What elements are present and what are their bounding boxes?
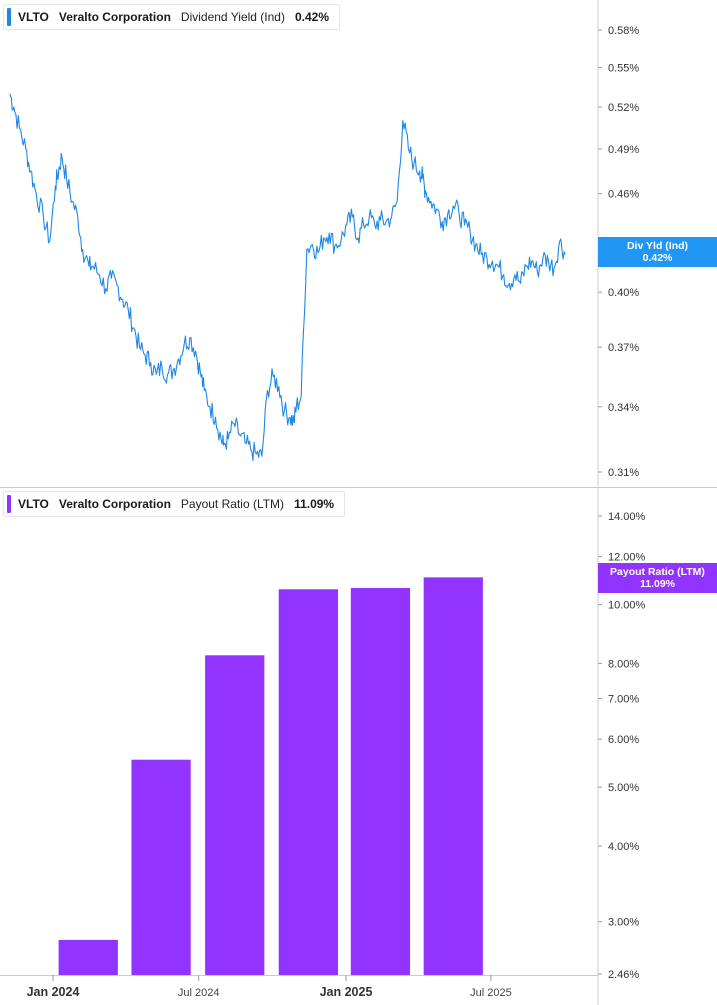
tag-label: Div Yld (Ind) [626,240,689,252]
series-color-marker [7,495,11,513]
y-tick-label: 0.37% [608,342,639,354]
legend-company: Veralto Corporation [58,10,171,24]
y-tick-label: 0.55% [608,62,639,74]
y-tick-label: 0.40% [608,287,639,299]
legend-metric: Payout Ratio (LTM) [180,497,285,511]
y-tick-label: 0.58% [608,25,639,37]
x-tick-label: Jul 2025 [470,987,512,999]
y-tick-label: 0.31% [608,467,639,479]
y-tick-label: 14.00% [608,511,646,523]
legend-ticker: VLTO [18,497,49,511]
payout-bars [58,577,483,975]
legend-ticker: VLTO [18,10,49,24]
legend-value: 0.42% [294,10,329,24]
tag-value: 0.42% [642,252,673,264]
y-tick-label: 12.00% [608,552,646,564]
dividend-yield-series-line [9,93,566,461]
y-tick-label: 7.00% [608,694,639,706]
legend-payout-ratio: VLTO Veralto Corporation Payout Ratio (L… [3,491,346,517]
tag-label: Payout Ratio (LTM) [610,566,705,578]
y-tick-label: 0.49% [608,144,639,156]
last-value-tag-dividend-yield: Div Yld (Ind) 0.42% [598,237,717,267]
x-tick-label: Jan 2025 [320,985,373,999]
dividend-yield-line [9,93,566,461]
x-tick-label: Jan 2024 [27,985,80,999]
legend-value: 11.09% [294,497,335,511]
last-value-tag-payout-ratio: Payout Ratio (LTM) 11.09% [598,563,717,593]
payout-bar [58,939,118,975]
payout-bar [423,577,483,975]
y-tick-label: 4.00% [608,841,639,853]
x-tick-label: Jul 2024 [178,987,220,999]
y-tick-label: 0.34% [608,402,639,414]
payout-bar [350,588,411,975]
y-tick-label: 8.00% [608,658,639,670]
payout-bar [278,589,338,975]
payout-bar [131,759,191,975]
legend-metric: Dividend Yield (Ind) [180,10,285,24]
y-tick-label: 2.46% [608,969,639,981]
tag-value: 11.09% [639,578,676,590]
y-tick-label: 0.52% [608,102,639,114]
payout-bar [205,655,265,975]
y-tick-label: 5.00% [608,782,639,794]
legend-dividend-yield: VLTO Veralto Corporation Dividend Yield … [3,4,340,30]
y-tick-label: 0.46% [608,189,639,201]
y-tick-label: 3.00% [608,917,639,929]
legend-company: Veralto Corporation [58,497,171,511]
y-tick-label: 10.00% [608,600,646,612]
series-color-marker [7,8,11,26]
y-tick-label: 6.00% [608,734,639,746]
